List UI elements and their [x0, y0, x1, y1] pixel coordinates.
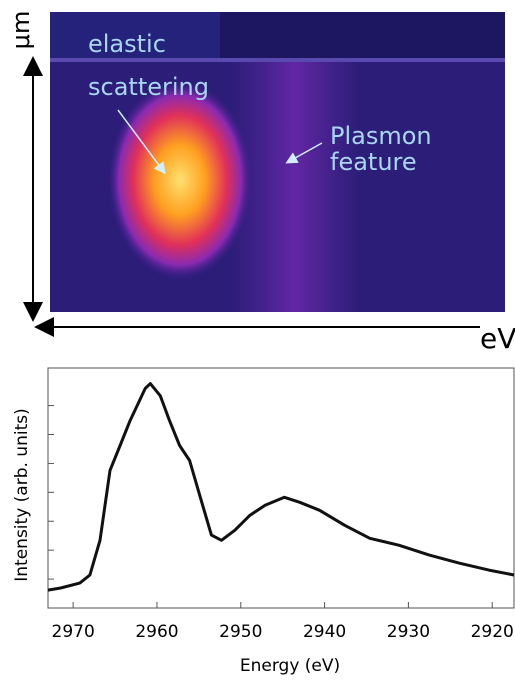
image-x-label: eV — [480, 322, 515, 355]
x-axis-label: Energy (eV) — [240, 656, 340, 676]
annotation: Plasmon — [330, 122, 432, 150]
x-tick-label: 2940 — [303, 622, 346, 642]
x-tick-label: 2930 — [387, 622, 430, 642]
annotation: elastic — [88, 30, 166, 58]
annotation-arrow — [285, 142, 323, 164]
x-tick-label: 2960 — [135, 622, 178, 642]
annotation-arrow — [117, 109, 166, 175]
y-axis-label: Intensity (arb. units) — [12, 408, 32, 581]
annotation: scattering — [88, 73, 209, 101]
detector-image — [50, 12, 505, 312]
data-line — [47, 382, 515, 592]
x-tick-label: 2970 — [52, 622, 95, 642]
annotation: feature — [330, 148, 417, 176]
plot-frame — [47, 367, 515, 609]
x-tick-label: 2920 — [471, 622, 514, 642]
x-tick-label: 2950 — [219, 622, 262, 642]
image-y-label: μm — [7, 11, 35, 50]
